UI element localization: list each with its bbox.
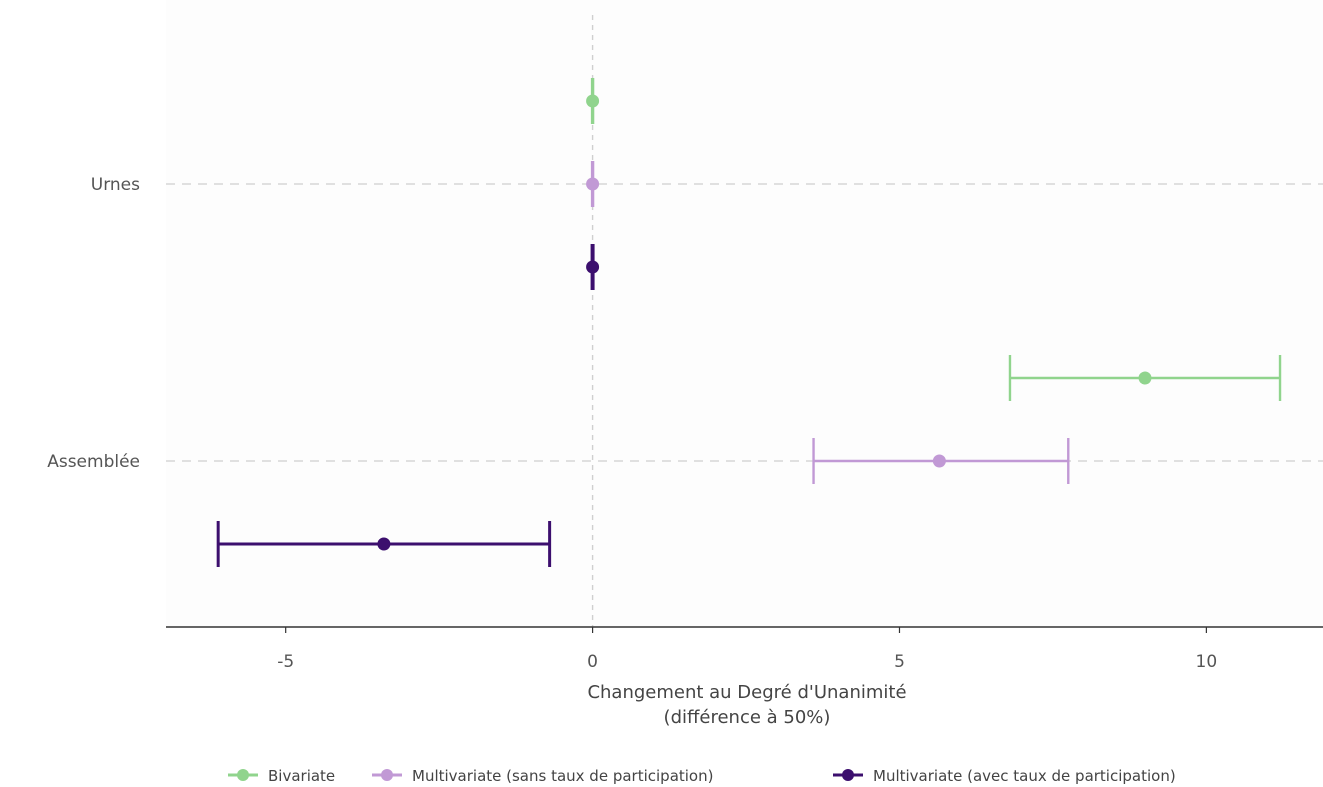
legend: Bivariate Multivariate (sans taux de part… — [228, 767, 1176, 785]
x-tick-label-0: -5 — [277, 652, 294, 672]
y-axis-labels: Urnes Assemblée — [47, 175, 140, 472]
point-estimate-s1-p1 — [932, 454, 946, 468]
point-estimate-s2-p0 — [586, 260, 600, 274]
x-axis-ticks: -5 0 5 10 — [277, 627, 1217, 672]
legend-key-dot-2 — [842, 769, 854, 781]
series-group — [216, 78, 1282, 567]
point-estimate-s1-p0 — [586, 177, 600, 191]
x-axis-title-line-2: (différence à 50%) — [664, 707, 831, 728]
legend-label-0: Bivariate — [268, 767, 335, 785]
y-tick-label-0: Urnes — [91, 175, 140, 195]
legend-label-2: Multivariate (avec taux de participation… — [873, 767, 1176, 785]
legend-label-1: Multivariate (sans taux de participation… — [412, 767, 713, 785]
plot-background — [166, 0, 1323, 627]
point-estimate-s2-p1 — [377, 537, 391, 551]
x-axis-title-line-1: Changement au Degré d'Unanimité — [587, 682, 906, 703]
x-tick-label-3: 10 — [1196, 652, 1218, 672]
x-tick-label-2: 5 — [894, 652, 905, 672]
point-estimate-s0-p1 — [1138, 371, 1152, 385]
x-tick-label-1: 0 — [587, 652, 598, 672]
point-estimate-s0-p0 — [586, 94, 600, 108]
y-tick-label-1: Assemblée — [47, 452, 140, 472]
legend-key-dot-1 — [381, 769, 393, 781]
legend-key-dot-0 — [237, 769, 249, 781]
